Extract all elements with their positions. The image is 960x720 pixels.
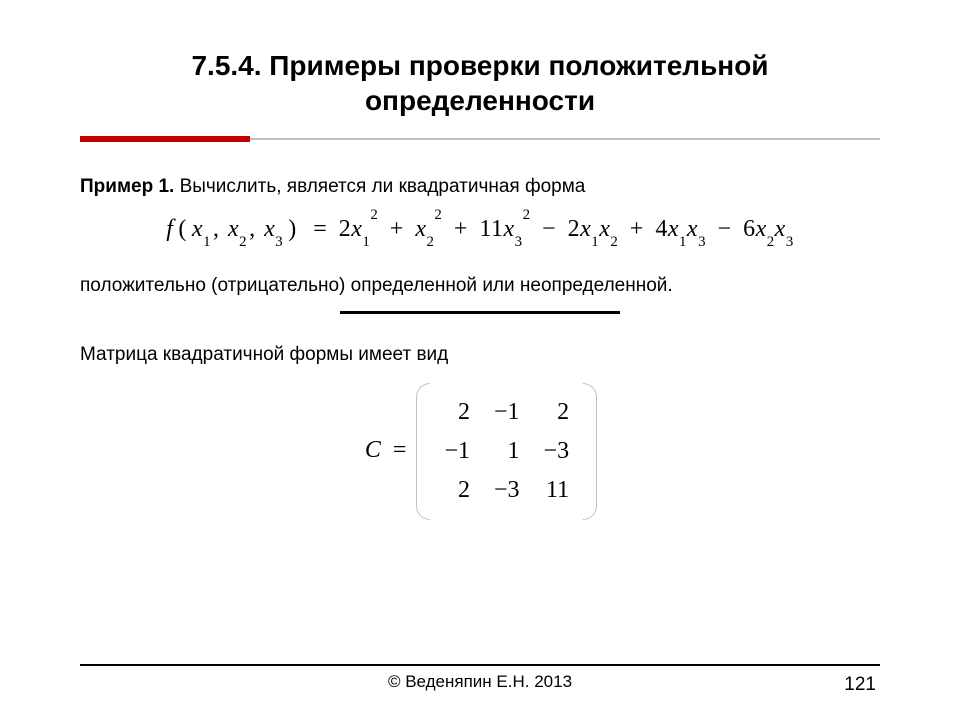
page-number: 121	[844, 674, 876, 696]
matrix-row: 2 −3 11	[432, 471, 581, 510]
arg-3: x3	[264, 216, 283, 242]
example-label: Пример 1.	[80, 176, 174, 197]
term-6: 6x2x3	[743, 216, 794, 242]
matrix-cell: −1	[432, 432, 482, 471]
slide-footer: © Веденяпин Е.Н. 2013	[0, 664, 960, 692]
matrix-row: 2 −1 2	[432, 393, 581, 432]
matrix-paren-right	[583, 383, 597, 520]
term-3: 11x32	[479, 216, 530, 242]
section-divider	[340, 311, 620, 314]
term-5: 4x1x3	[655, 216, 706, 242]
slide-title: 7.5.4. Примеры проверки положительной оп…	[80, 48, 880, 118]
matrix-table: 2 −1 2 −1 1 −3 2 −3 11	[432, 393, 581, 510]
matrix-cell: 2	[432, 471, 482, 510]
term-4: 2x1x2	[568, 216, 619, 242]
arg-1: x1	[192, 216, 211, 242]
matrix-cell: 2	[432, 393, 482, 432]
matrix-body: 2 −1 2 −1 1 −3 2 −3 11	[418, 387, 595, 516]
matrix-cell: 11	[532, 471, 582, 510]
equals-sign: =	[308, 216, 332, 242]
matrix-name: C	[365, 437, 381, 463]
matrix-cell: −1	[482, 393, 532, 432]
title-line-1: 7.5.4. Примеры проверки положительной	[191, 50, 768, 81]
example-after: положительно (отрицательно) определенной…	[80, 271, 880, 300]
footer-line	[80, 664, 880, 666]
quadratic-form-formula: f(x1, x2, x3) = 2x12 + x22 + 11x32 − 2x1…	[80, 215, 880, 247]
copyright-text: © Веденяпин Е.Н. 2013	[388, 672, 572, 692]
slide: 7.5.4. Примеры проверки положительной оп…	[0, 0, 960, 720]
example-intro: Пример 1. Вычислить, является ли квадрат…	[80, 172, 880, 201]
example-intro-text: Вычислить, является ли квадратичная форм…	[174, 176, 585, 197]
matrix-cell: 2	[532, 393, 582, 432]
term-1: 2x12	[339, 216, 379, 242]
matrix-cell: −3	[482, 471, 532, 510]
title-line-2: определенности	[365, 85, 595, 116]
matrix-cell: 1	[482, 432, 532, 471]
term-2: x22	[415, 216, 442, 242]
matrix-intro: Матрица квадратичной формы имеет вид	[80, 340, 880, 369]
arg-2: x2	[228, 216, 247, 242]
title-underline-red	[80, 136, 250, 142]
matrix-equation: C = 2 −1 2 −1 1 −3 2 −3 11	[80, 387, 880, 516]
title-underline-gray	[250, 138, 880, 140]
matrix-cell: −3	[532, 432, 582, 471]
title-underline	[80, 136, 880, 142]
matrix-row: −1 1 −3	[432, 432, 581, 471]
matrix-paren-left	[416, 383, 430, 520]
matrix-equals: =	[387, 437, 413, 463]
formula-lhs: f(x1, x2, x3)	[166, 216, 301, 247]
